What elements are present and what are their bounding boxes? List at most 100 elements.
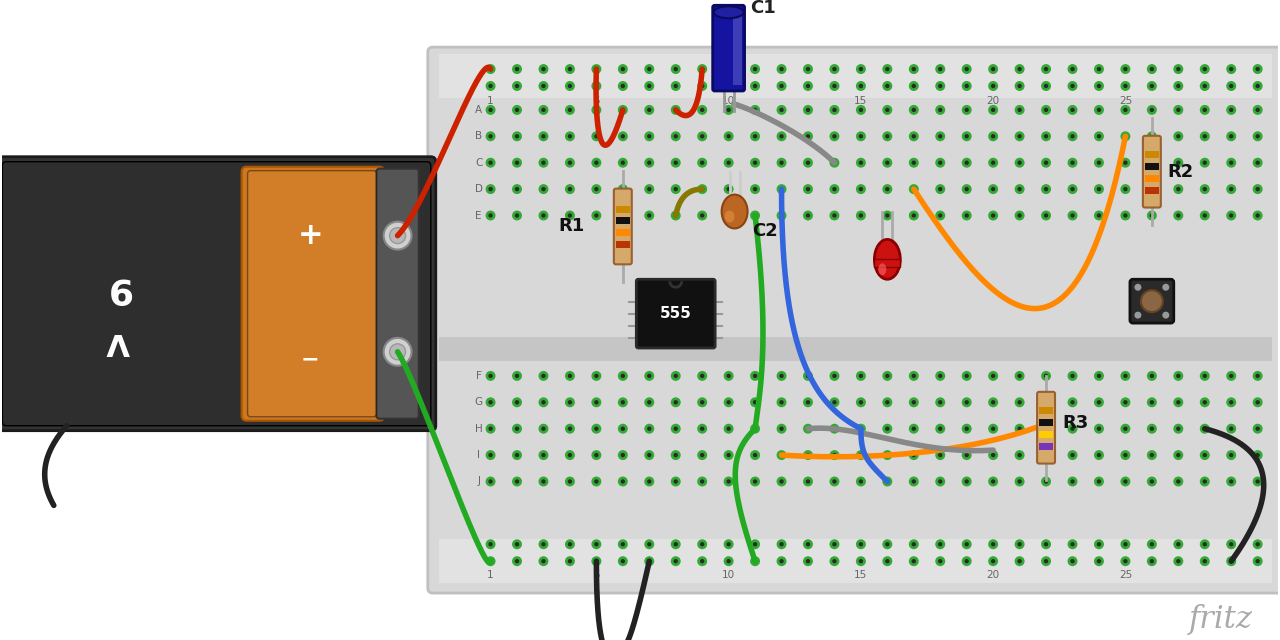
Circle shape xyxy=(723,397,733,407)
Circle shape xyxy=(1094,397,1103,407)
Circle shape xyxy=(1176,134,1180,138)
Circle shape xyxy=(750,105,760,115)
Circle shape xyxy=(700,542,704,547)
Circle shape xyxy=(727,134,731,138)
Circle shape xyxy=(1044,108,1048,112)
Circle shape xyxy=(489,542,493,547)
Circle shape xyxy=(564,81,575,91)
Circle shape xyxy=(1199,64,1210,74)
Circle shape xyxy=(753,134,758,138)
Circle shape xyxy=(803,157,813,168)
FancyBboxPatch shape xyxy=(3,162,431,426)
Circle shape xyxy=(1229,400,1234,404)
Circle shape xyxy=(1174,157,1183,168)
Circle shape xyxy=(1068,371,1078,381)
Circle shape xyxy=(886,84,890,88)
Circle shape xyxy=(648,453,652,458)
Circle shape xyxy=(539,397,548,407)
Circle shape xyxy=(1068,157,1078,168)
Circle shape xyxy=(541,542,545,547)
Circle shape xyxy=(806,374,810,378)
Circle shape xyxy=(1253,184,1262,194)
Circle shape xyxy=(1094,105,1103,115)
Circle shape xyxy=(700,426,704,431)
Circle shape xyxy=(991,374,996,378)
Circle shape xyxy=(936,450,945,460)
Circle shape xyxy=(1149,426,1155,431)
Circle shape xyxy=(1015,105,1024,115)
Circle shape xyxy=(886,453,890,458)
Circle shape xyxy=(1147,131,1157,141)
Text: J: J xyxy=(477,477,480,486)
Circle shape xyxy=(698,371,707,381)
Circle shape xyxy=(644,540,654,549)
Circle shape xyxy=(1229,161,1234,165)
Circle shape xyxy=(539,371,548,381)
Circle shape xyxy=(1120,157,1130,168)
Circle shape xyxy=(1226,424,1236,434)
Circle shape xyxy=(780,187,783,191)
Circle shape xyxy=(886,161,890,165)
Circle shape xyxy=(1044,374,1048,378)
Bar xyxy=(874,259,900,268)
Circle shape xyxy=(594,479,599,484)
Circle shape xyxy=(671,556,681,566)
Circle shape xyxy=(1256,374,1260,378)
Circle shape xyxy=(1149,108,1155,112)
Bar xyxy=(439,337,1271,361)
Text: 25: 25 xyxy=(1119,570,1132,580)
Circle shape xyxy=(1120,131,1130,141)
Circle shape xyxy=(1068,105,1078,115)
Circle shape xyxy=(723,424,733,434)
Circle shape xyxy=(991,453,996,458)
Circle shape xyxy=(1041,424,1051,434)
Circle shape xyxy=(750,211,760,221)
Text: 15: 15 xyxy=(854,96,868,106)
Circle shape xyxy=(909,477,919,486)
Circle shape xyxy=(803,184,813,194)
Circle shape xyxy=(777,371,786,381)
Circle shape xyxy=(1226,64,1236,74)
Circle shape xyxy=(911,108,916,112)
Circle shape xyxy=(591,397,602,407)
Circle shape xyxy=(829,64,840,74)
Circle shape xyxy=(594,67,599,71)
Circle shape xyxy=(727,400,731,404)
Circle shape xyxy=(727,426,731,431)
Circle shape xyxy=(1203,187,1207,191)
Circle shape xyxy=(1018,187,1021,191)
Circle shape xyxy=(750,184,760,194)
Circle shape xyxy=(1176,67,1180,71)
Circle shape xyxy=(485,556,495,566)
Circle shape xyxy=(591,105,602,115)
Circle shape xyxy=(938,134,942,138)
Circle shape xyxy=(673,374,678,378)
Circle shape xyxy=(1094,477,1103,486)
Text: 555: 555 xyxy=(659,306,691,321)
Circle shape xyxy=(965,453,969,458)
Circle shape xyxy=(1015,477,1024,486)
Circle shape xyxy=(1097,213,1101,218)
Circle shape xyxy=(882,477,892,486)
Circle shape xyxy=(723,81,733,91)
Circle shape xyxy=(1070,542,1075,547)
Circle shape xyxy=(564,450,575,460)
Circle shape xyxy=(859,479,863,484)
Circle shape xyxy=(485,131,495,141)
Circle shape xyxy=(856,477,865,486)
Circle shape xyxy=(829,105,840,115)
Circle shape xyxy=(539,157,548,168)
Circle shape xyxy=(618,184,627,194)
Circle shape xyxy=(1041,211,1051,221)
Circle shape xyxy=(1253,81,1262,91)
Circle shape xyxy=(780,213,783,218)
Circle shape xyxy=(882,371,892,381)
Circle shape xyxy=(961,211,972,221)
Circle shape xyxy=(803,540,813,549)
Circle shape xyxy=(882,81,892,91)
Circle shape xyxy=(1044,400,1048,404)
Bar xyxy=(439,540,1271,583)
Circle shape xyxy=(671,371,681,381)
Circle shape xyxy=(698,211,707,221)
Circle shape xyxy=(882,211,892,221)
